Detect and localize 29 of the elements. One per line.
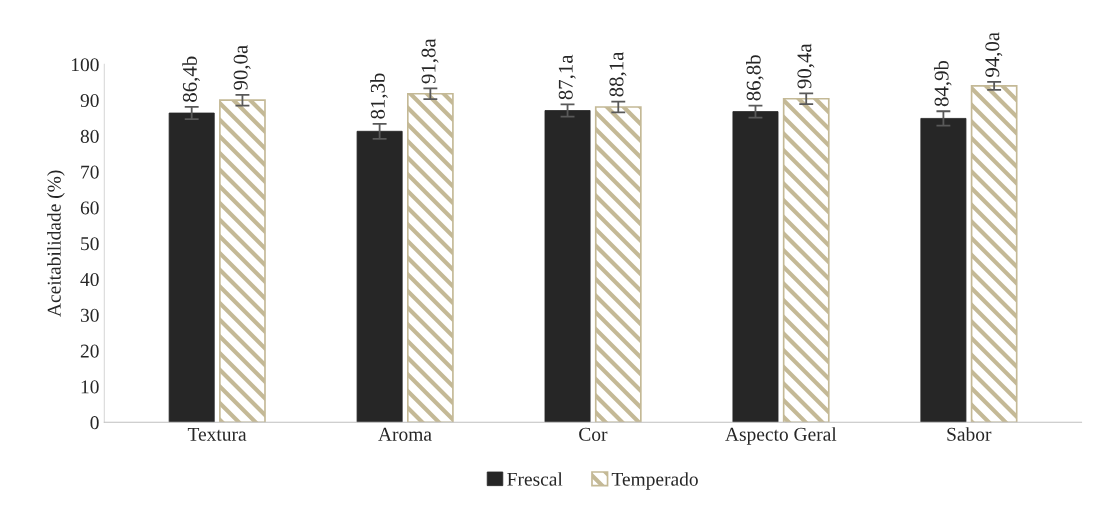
y-tick-label: 20: [80, 344, 99, 358]
y-tick-label: 50: [81, 237, 99, 251]
legend-label: Frescal: [507, 472, 563, 486]
data-label: 86,4b: [182, 56, 200, 102]
y-tick-label: 60: [80, 201, 99, 215]
data-label: 88,1a: [609, 51, 627, 97]
x-tick-label: Aroma: [378, 427, 432, 441]
x-tick-label: Cor: [579, 427, 608, 441]
data-label: 87,1a: [558, 54, 576, 100]
y-tick-label: 90: [80, 93, 99, 108]
x-tick-label: Textura: [187, 427, 247, 441]
legend-label: Temperado: [611, 472, 698, 490]
data-label: 94,0a: [985, 32, 1003, 77]
y-tick-label: 30: [80, 308, 99, 322]
y-axis-title: Aceitabilidade (%): [47, 170, 65, 317]
data-label: 90,4a: [797, 43, 815, 89]
y-tick-label: 70: [81, 165, 99, 179]
y-tick-label: 80: [80, 129, 99, 143]
x-tick-label: Sabor: [947, 427, 992, 441]
data-label: 91,8a: [421, 38, 439, 84]
y-tick-label: 10: [81, 380, 99, 394]
y-tick-label: 0: [90, 416, 99, 430]
data-label: 84,9b: [933, 60, 952, 107]
y-tick-label: 100: [71, 58, 99, 72]
data-label: 81,3b: [370, 73, 388, 119]
x-tick-label: Aspecto Geral: [725, 427, 837, 445]
data-label: 86,8b: [746, 55, 764, 101]
y-tick-label: 40: [80, 272, 99, 287]
data-label: 90,0a: [233, 45, 251, 90]
